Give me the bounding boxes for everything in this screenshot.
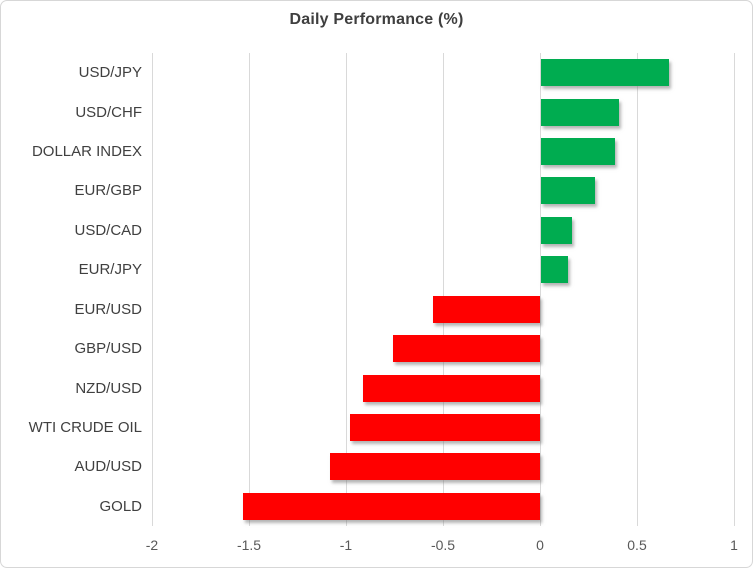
- category-label: EUR/GBP: [74, 182, 142, 200]
- x-tick-label: -0.5: [430, 537, 456, 553]
- x-tick-label: 0: [536, 537, 544, 553]
- gridline: [443, 53, 444, 526]
- plot-area: [152, 53, 735, 526]
- bar-nzd-usd: [363, 374, 540, 402]
- bar-aud-usd: [330, 453, 540, 481]
- gridline: [734, 53, 735, 526]
- category-label: AUD/USD: [74, 458, 142, 476]
- bar-wti-crude-oil: [349, 413, 540, 441]
- gridline: [346, 53, 347, 526]
- category-label: EUR/JPY: [78, 261, 142, 279]
- category-label: USD/CAD: [74, 221, 142, 239]
- bar-usd-chf: [541, 98, 619, 126]
- category-label: USD/JPY: [78, 64, 142, 82]
- bar-eur-usd: [433, 295, 540, 323]
- gridline: [249, 53, 250, 526]
- bar-eur-jpy: [541, 256, 569, 284]
- gridline: [637, 53, 638, 526]
- x-tick-label: 1: [730, 537, 738, 553]
- bar-gbp-usd: [392, 335, 540, 363]
- category-label: GOLD: [99, 497, 142, 515]
- category-label: GBP/USD: [74, 340, 142, 358]
- x-tick-label: -1: [339, 537, 353, 553]
- chart-title: Daily Performance (%): [289, 11, 464, 28]
- bar-usd-jpy: [541, 59, 670, 87]
- category-label: WTI CRUDE OIL: [28, 418, 142, 436]
- x-tick-label: 0.5: [627, 537, 647, 553]
- category-label: DOLLAR INDEX: [31, 143, 142, 161]
- gridline: [152, 53, 153, 526]
- category-axis: USD/JPY USD/CHF DOLLAR INDEX EUR/GBP USD/CAD…: [1, 53, 142, 526]
- category-label: EUR/USD: [74, 300, 142, 318]
- category-label: USD/CHF: [75, 103, 142, 121]
- bar-gold: [243, 492, 540, 520]
- value-axis: -2 -1.5 -1 -0.5 0 0.5 1: [1, 537, 752, 557]
- bar-eur-gbp: [541, 177, 596, 205]
- x-tick-label: -2: [145, 537, 159, 553]
- x-tick-label: -1.5: [236, 537, 262, 553]
- bar-dollar-index: [541, 138, 615, 166]
- bar-usd-cad: [541, 216, 573, 244]
- gridline: [540, 53, 541, 526]
- category-label: NZD/USD: [75, 379, 142, 397]
